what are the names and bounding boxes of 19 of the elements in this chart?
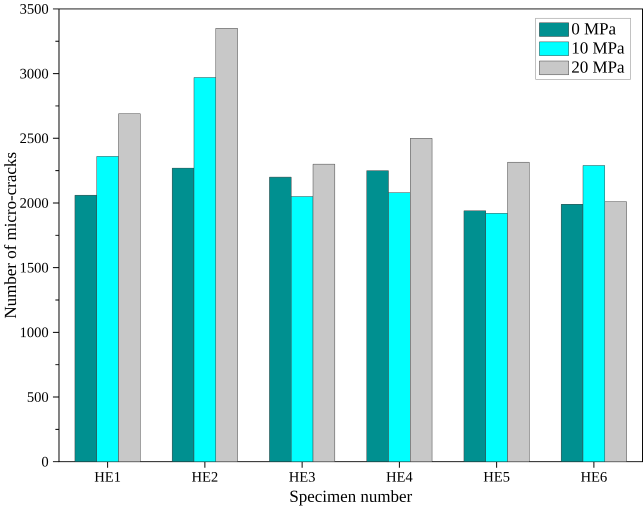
y-tick-label: 1000 (20, 328, 48, 338)
y-tick-label: 2500 (20, 134, 48, 144)
y-tick-label: 1500 (20, 263, 48, 273)
x-tick-label: HE6 (580, 472, 607, 482)
x-tick-label: HE5 (484, 472, 510, 482)
y-tick-label: 3500 (20, 4, 48, 14)
y-tick-label: 0 (42, 457, 48, 467)
y-tick-label: 2000 (20, 198, 48, 208)
legend-label: 0 MPa (572, 23, 616, 35)
x-tick-label: HE4 (386, 472, 412, 482)
x-tick-label: HE2 (192, 472, 218, 482)
y-tick-label: 500 (28, 392, 48, 402)
x-tick-label: HE3 (289, 472, 315, 482)
y-axis-title: Number of micro-cracks (4, 152, 16, 318)
x-axis-title: Specimen number (290, 490, 412, 506)
x-tick-label: HE1 (94, 472, 120, 482)
legend-label: 10 MPa (572, 42, 624, 54)
y-tick-label: 3000 (20, 68, 48, 79)
legend-label: 20 MPa (572, 62, 624, 74)
